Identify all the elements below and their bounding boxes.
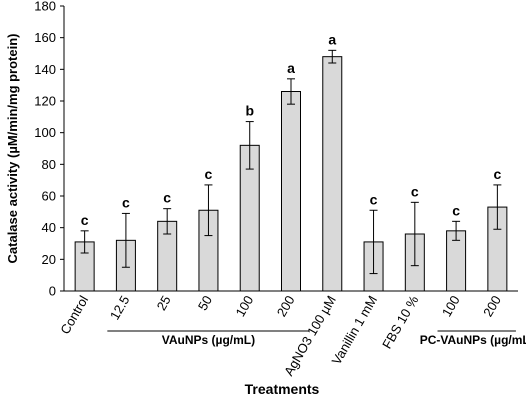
y-tick-label: 60 bbox=[42, 189, 56, 204]
significance-letter: b bbox=[245, 103, 254, 119]
y-tick-label: 180 bbox=[34, 0, 56, 14]
y-tick-label: 80 bbox=[42, 157, 56, 172]
y-tick-label: 160 bbox=[34, 30, 56, 45]
x-tick-label: 50 bbox=[195, 293, 215, 313]
x-tick-label: 100 bbox=[232, 293, 256, 319]
y-tick-label: 100 bbox=[34, 125, 56, 140]
x-axis-title: Treatments bbox=[245, 381, 320, 397]
significance-letter: c bbox=[452, 202, 460, 218]
y-tick-label: 40 bbox=[42, 220, 56, 235]
bar bbox=[281, 91, 301, 292]
x-tick-label: FBS 10 % bbox=[379, 293, 421, 352]
significance-letter: c bbox=[411, 183, 419, 199]
bar bbox=[322, 56, 343, 292]
y-axis-label-group: Catalase activity (µM/min/mg protein) bbox=[5, 34, 20, 264]
x-tick-label: 100 bbox=[439, 293, 463, 319]
y-tick-label: 0 bbox=[49, 284, 56, 299]
significance-letter: c bbox=[370, 191, 378, 207]
x-tick-label: 200 bbox=[274, 293, 298, 319]
y-tick-label: 120 bbox=[34, 94, 56, 109]
x-tick-label: 200 bbox=[480, 293, 504, 319]
significance-letter: a bbox=[328, 31, 336, 47]
significance-letter: c bbox=[122, 194, 130, 210]
y-axis: 0 20 40 60 80 100 120 140 160 180 bbox=[34, 0, 65, 299]
significance-letter: a bbox=[287, 60, 295, 76]
significance-letter: c bbox=[205, 166, 213, 182]
x-tick-label: Control bbox=[57, 293, 91, 337]
group-label: PC-VAuNPs (µg/mL) bbox=[420, 333, 526, 347]
x-tick-label: 25 bbox=[154, 293, 174, 313]
y-axis-label: Catalase activity (µM/min/mg protein) bbox=[5, 34, 20, 264]
group-brackets: VAuNPs (µg/mL) PC-VAuNPs (µg/mL) bbox=[107, 330, 526, 347]
y-tick-label: 140 bbox=[34, 62, 56, 77]
x-tick-label: 12.5 bbox=[107, 293, 133, 322]
bars: c c c c b a a c c c c bbox=[74, 31, 508, 292]
significance-letter: c bbox=[493, 166, 501, 182]
group-label: VAuNPs (µg/mL) bbox=[162, 333, 255, 347]
y-tick-label: 20 bbox=[42, 252, 56, 267]
significance-letter: c bbox=[81, 212, 89, 228]
significance-letter: c bbox=[163, 190, 171, 206]
